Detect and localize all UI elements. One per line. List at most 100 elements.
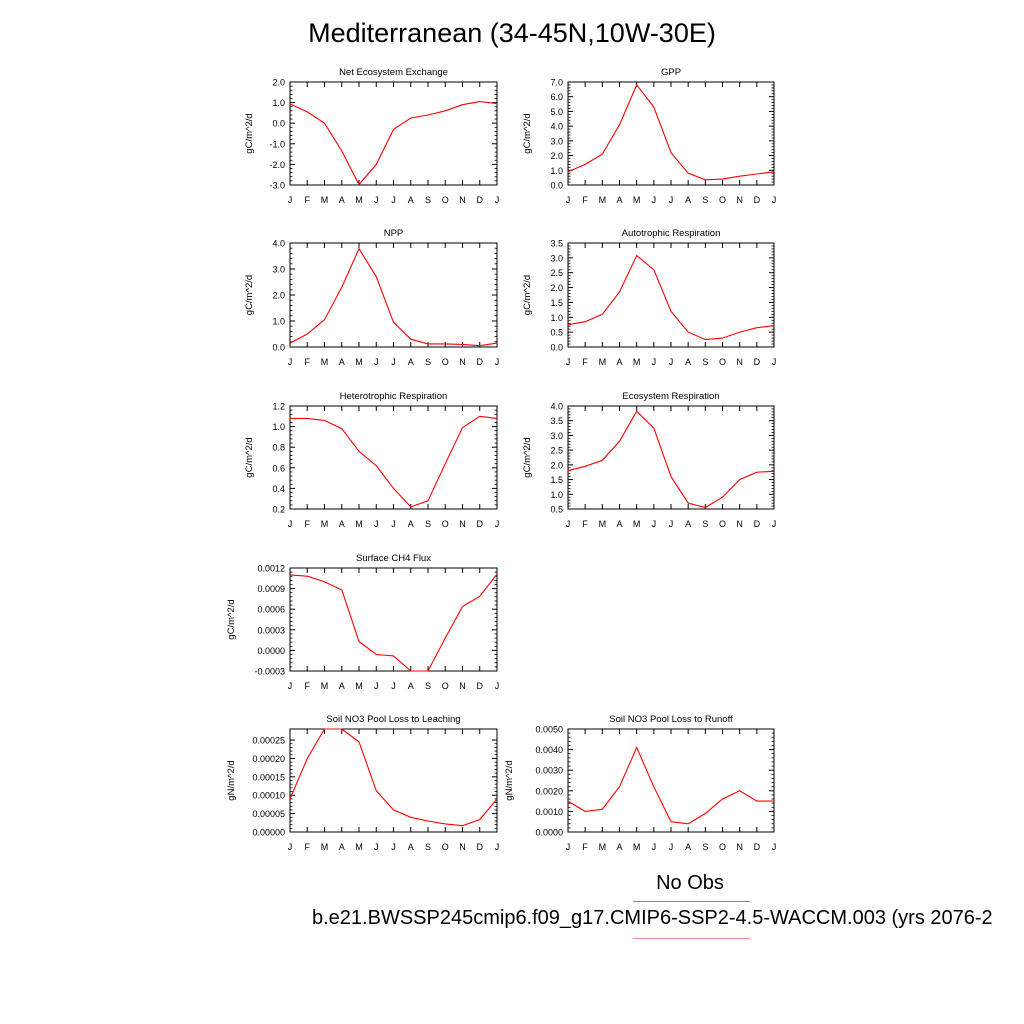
y-tick-label: 4.0 xyxy=(550,402,563,412)
x-tick-label: F xyxy=(305,681,311,691)
y-axis-label: gC/m^2/d xyxy=(226,599,237,639)
x-tick-label: J xyxy=(566,842,571,852)
panel-title: Surface CH4 Flux xyxy=(356,553,431,564)
x-tick-label: S xyxy=(702,195,708,205)
figure-title: Mediterranean (34-45N,10W-30E) xyxy=(308,18,716,48)
x-tick-label: N xyxy=(736,842,743,852)
x-tick-label: N xyxy=(459,357,466,367)
x-tick-label: J xyxy=(772,519,777,529)
x-tick-label: F xyxy=(305,195,311,205)
y-tick-label: 3.0 xyxy=(550,136,563,146)
x-tick-label: N xyxy=(459,519,466,529)
x-tick-label: A xyxy=(685,357,691,367)
x-tick-label: O xyxy=(442,842,449,852)
y-tick-label: 1.0 xyxy=(550,166,563,176)
x-tick-label: O xyxy=(719,842,726,852)
x-tick-label: M xyxy=(599,842,607,852)
y-tick-label: 0.0 xyxy=(272,343,285,353)
x-tick-label: J xyxy=(669,519,674,529)
x-tick-label: J xyxy=(669,842,674,852)
panel-title: Net Ecosystem Exchange xyxy=(339,67,448,78)
x-tick-label: S xyxy=(425,842,431,852)
x-tick-label: J xyxy=(495,842,500,852)
series-line xyxy=(289,101,498,186)
y-tick-label: 1.2 xyxy=(272,402,285,412)
y-axis-label: gC/m^2/d xyxy=(522,275,533,315)
x-tick-label: O xyxy=(442,357,449,367)
plot-frame xyxy=(567,81,775,186)
x-tick-label: J xyxy=(495,195,500,205)
y-tick-label: 0.5 xyxy=(550,505,563,515)
y-axis-label: gN/m^2/d xyxy=(504,760,515,800)
panel-title: Soil NO3 Pool Loss to Runoff xyxy=(609,714,733,725)
x-tick-label: M xyxy=(599,195,607,205)
y-tick-label: 4.0 xyxy=(272,239,285,249)
x-tick-label: N xyxy=(736,519,743,529)
x-tick-label: A xyxy=(616,519,622,529)
y-tick-label: 1.0 xyxy=(272,422,285,432)
x-tick-label: J xyxy=(495,681,500,691)
x-tick-label: F xyxy=(305,842,311,852)
x-tick-label: J xyxy=(652,357,657,367)
x-tick-label: D xyxy=(754,519,761,529)
y-tick-label: 1.0 xyxy=(550,313,563,323)
x-tick-label: S xyxy=(425,681,431,691)
y-tick-label: 4.0 xyxy=(550,122,563,132)
x-tick-label: O xyxy=(442,681,449,691)
y-tick-label: 0.0 xyxy=(550,343,563,353)
y-axis-label: gC/m^2/d xyxy=(522,437,533,477)
x-tick-label: J xyxy=(772,357,777,367)
x-tick-label: F xyxy=(582,195,588,205)
x-tick-label: S xyxy=(702,357,708,367)
y-tick-label: 0.5 xyxy=(550,328,563,338)
x-tick-label: A xyxy=(616,357,622,367)
x-tick-label: A xyxy=(339,357,345,367)
x-tick-label: S xyxy=(702,519,708,529)
y-tick-label: 0.0000 xyxy=(257,646,285,656)
y-tick-label: 2.0 xyxy=(272,291,285,301)
x-tick-label: J xyxy=(391,842,396,852)
x-tick-label: O xyxy=(719,195,726,205)
series-line xyxy=(567,746,774,825)
x-tick-label: S xyxy=(425,519,431,529)
y-tick-label: -3.0 xyxy=(269,181,285,191)
y-tick-label: 2.0 xyxy=(272,78,285,88)
y-tick-label: 0.0 xyxy=(550,181,563,191)
x-tick-label: A xyxy=(339,681,345,691)
x-tick-label: M xyxy=(321,195,329,205)
chart-panel: Surface CH4 Flux gC/m^2/d -0.0003 0.0000 0.0… xyxy=(226,553,499,691)
x-tick-label: S xyxy=(425,195,431,205)
y-tick-label: 1.5 xyxy=(550,475,563,485)
x-tick-label: F xyxy=(582,842,588,852)
x-tick-label: S xyxy=(425,357,431,367)
legend-obs-label: No Obs xyxy=(656,872,724,894)
x-tick-label: M xyxy=(633,519,641,529)
legend-case-line xyxy=(633,938,750,939)
x-tick-label: M xyxy=(633,195,641,205)
y-tick-label: 0.0009 xyxy=(257,584,285,594)
x-tick-label: J xyxy=(374,519,379,529)
y-tick-label: 2.5 xyxy=(550,446,563,456)
x-tick-label: M xyxy=(599,357,607,367)
x-tick-label: J xyxy=(374,681,379,691)
y-axis-label: gN/m^2/d xyxy=(226,760,237,800)
x-tick-label: J xyxy=(772,842,777,852)
x-tick-label: D xyxy=(477,519,484,529)
x-tick-label: A xyxy=(685,195,691,205)
chart-panel: Net Ecosystem Exchange gC/m^2/d -3.0 -2.0 -1… xyxy=(244,67,499,205)
y-tick-label: 1.0 xyxy=(272,98,285,108)
x-tick-label: J xyxy=(391,357,396,367)
x-tick-label: M xyxy=(599,519,607,529)
x-tick-label: O xyxy=(442,195,449,205)
series-line xyxy=(567,410,775,509)
y-tick-label: 2.0 xyxy=(550,151,563,161)
plot-frame xyxy=(567,405,775,510)
x-tick-label: D xyxy=(477,357,484,367)
plot-frame xyxy=(289,242,498,348)
panel-title: NPP xyxy=(384,228,404,239)
x-tick-label: M xyxy=(355,681,363,691)
x-tick-label: J xyxy=(288,195,293,205)
x-tick-label: J xyxy=(669,357,674,367)
x-tick-label: J xyxy=(495,519,500,529)
